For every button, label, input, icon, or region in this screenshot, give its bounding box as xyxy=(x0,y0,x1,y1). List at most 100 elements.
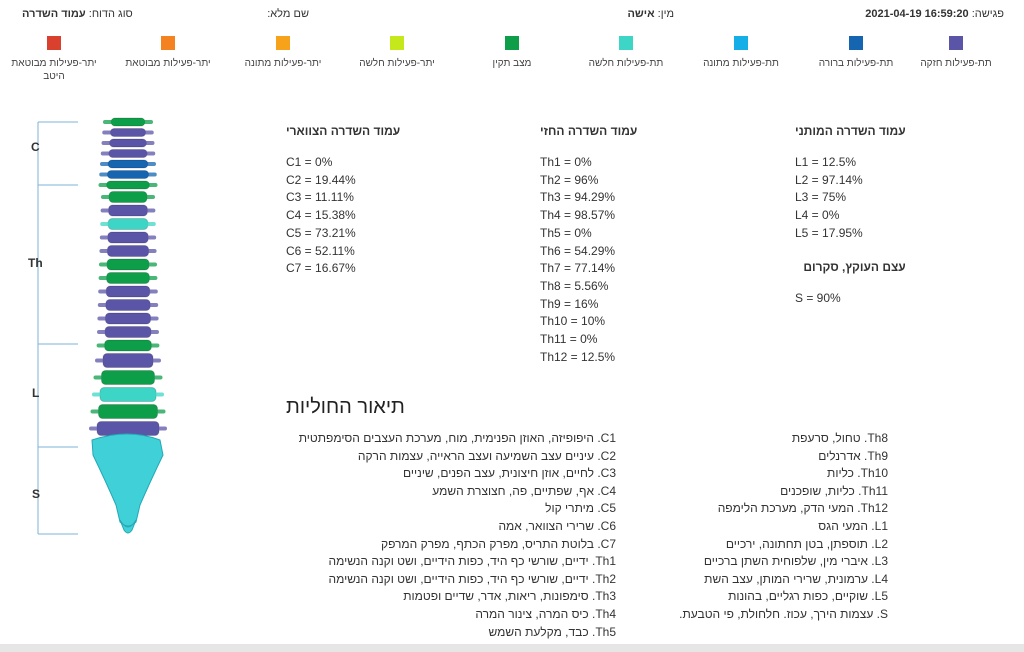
vertebra-process xyxy=(97,330,159,334)
value-th9: Th9 = 16% xyxy=(540,296,599,311)
cervical-title: עמוד השדרה הצווארי xyxy=(286,124,401,138)
description-item: Th3. סימפונות, ריאות, אדר, שדיים ופטמות xyxy=(403,589,616,604)
vertebra-process xyxy=(102,130,154,135)
name-label: שם מלא: xyxy=(267,8,309,20)
region-label-th: Th xyxy=(28,256,43,270)
legend-swatch xyxy=(47,36,61,50)
legend-label: תת-פעילות חזקה xyxy=(920,58,992,69)
value-th4: Th4 = 98.57% xyxy=(540,208,616,223)
vertebra-process xyxy=(90,409,166,414)
description-item: C2. עיניים עצב השמיעה ועצב הראייה, עצמות… xyxy=(357,448,616,463)
vertebra-process xyxy=(101,141,155,145)
legend-item-weak-hyper: יתר-פעילות חלשה xyxy=(347,36,447,70)
description-item: Th12. המעי הדק, מערכת הלימפה xyxy=(717,501,888,516)
session-value: 2021-04-19 16:59:20 xyxy=(865,8,969,20)
value-l4: L4 = 0% xyxy=(795,208,840,223)
legend-swatch xyxy=(849,36,863,50)
legend-item-pronounced-hyper: יתר-פעילות מבוטאת xyxy=(118,36,218,70)
legend-label: תת-פעילות מתונה xyxy=(703,58,779,69)
vertebra-process xyxy=(97,316,159,321)
lumbar-values: L1 = 12.5% L2 = 97.14% L3 = 75% L4 = 0% … xyxy=(795,154,906,243)
description-item: L4. ערמונית, שרירי המותן, עצב השת xyxy=(704,571,888,586)
thoracic-column: עמוד השדרה החזי Th1 = 0% Th2 = 96% Th3 =… xyxy=(540,124,637,366)
legend-label: מצב תקין xyxy=(492,58,532,69)
spine-diagram: C Th L S xyxy=(0,110,200,540)
gender-value: אישה xyxy=(627,8,655,20)
thoracic-title: עמוד השדרה החזי xyxy=(540,124,638,138)
vertebra-process xyxy=(99,172,157,177)
value-th1: Th1 = 0% xyxy=(540,155,592,169)
coccyx-bone xyxy=(119,519,137,534)
cervical-column: עמוד השדרה הצווארי C1 = 0% C2 = 19.44% C… xyxy=(286,124,400,278)
view-info: סוג הדוח: עמוד השדרה xyxy=(22,8,133,20)
legend-item-clear-hypo: תת-פעילות ברורה xyxy=(806,36,906,70)
vertebra-process xyxy=(97,303,159,307)
vertebra-process xyxy=(92,392,164,397)
description-item: C3. לחיים, אוזן חיצונית, עצב הפנים, שיני… xyxy=(403,466,616,481)
vertebra-process xyxy=(100,162,156,166)
bottom-scroll-edge xyxy=(0,644,1024,652)
session-label: פגישה: xyxy=(971,8,1004,20)
legend-item-moderate-hyper: יתר-פעילות מתונה xyxy=(233,36,333,70)
value-th12: Th12 = 12.5% xyxy=(540,349,616,364)
description-item: L2. תוספתן, בטן תחתונה, ירכיים xyxy=(725,536,888,551)
value-c5: C5 = 73.21% xyxy=(286,225,356,240)
vertebra-process xyxy=(98,289,158,294)
legend-swatch xyxy=(390,36,404,50)
vertebra-process xyxy=(103,120,153,124)
description-item: S. עצמות הירך, עכוז. חלחולת, פי הטבעת. xyxy=(679,606,888,621)
value-s: S = 90% xyxy=(795,290,841,305)
description-item: C1. היפופיזה, האוזן הפנימית, מוח, מערכת … xyxy=(298,431,616,445)
color-legend: תת-פעילות חזקה תת-פעילות ברורה תת-פעילות… xyxy=(0,36,1024,96)
vertebra-process xyxy=(99,262,157,267)
description-item: Th1. ידיים, שורשי כף היד, כפות הידיים, ו… xyxy=(328,554,616,569)
region-label-s: S xyxy=(32,487,41,501)
value-c6: C6 = 52.11% xyxy=(286,243,355,258)
lumbar-column: עמוד השדרה המותני L1 = 12.5% L2 = 97.14%… xyxy=(795,124,906,307)
description-item: Th8. טחול, סרעפת xyxy=(791,431,888,445)
description-item: L1. המעי הגס xyxy=(818,518,888,533)
description-item: Th4. כיס המרה, צינור המרה xyxy=(475,606,616,621)
description-item: C5. מיתרי קול xyxy=(545,501,616,516)
description-item: Th9. אדרנלים xyxy=(818,448,888,463)
gender-info: מין: אישה xyxy=(627,8,674,20)
value-th8: Th8 = 5.56% xyxy=(540,278,609,293)
value-c4: C4 = 15.38% xyxy=(286,208,356,223)
legend-item-normal: מצב תקין xyxy=(462,36,562,70)
description-item: Th2. ידיים, שורשי כף היד, כפות הידיים, ו… xyxy=(328,571,616,586)
spine-illustration xyxy=(37,117,167,535)
legend-item-very-pronounced-hyper: יתר-פעילות מבוטאת היטב xyxy=(4,36,104,83)
vertebra-process xyxy=(100,151,156,156)
description-list-left: C1. היפופיזה, האוזן הפנימית, מוח, מערכת … xyxy=(296,430,616,641)
description-item: Th5. כבד, מקלעת השמש xyxy=(488,624,616,639)
vertebra-process xyxy=(100,222,156,226)
legend-swatch xyxy=(619,36,633,50)
legend-swatch xyxy=(734,36,748,50)
value-l1: L1 = 12.5% xyxy=(795,155,857,169)
value-l2: L2 = 97.14% xyxy=(795,172,863,187)
description-title: תיאור החוליות xyxy=(286,396,405,418)
value-l5: L5 = 17.95% xyxy=(795,225,863,240)
view-label: סוג הדוח: xyxy=(88,8,133,20)
legend-item-moderate-hypo: תת-פעילות מתונה xyxy=(691,36,791,70)
value-th10: Th10 = 10% xyxy=(540,314,606,329)
value-c2: C2 = 19.44% xyxy=(286,172,356,187)
value-c1: C1 = 0% xyxy=(286,155,333,169)
value-th6: Th6 = 54.29% xyxy=(540,243,616,258)
gender-label: מין: xyxy=(657,8,674,20)
session-info: פגישה: 2021-04-19 16:59:20 xyxy=(865,8,1004,20)
sacrum-bone xyxy=(91,433,164,527)
legend-label: יתר-פעילות מבוטאת היטב xyxy=(11,58,97,82)
description-item: L5. שוקיים, כפות רגליים, בהונות xyxy=(728,589,888,604)
vertebra-process xyxy=(101,195,155,199)
value-th11: Th11 = 0% xyxy=(540,332,598,347)
vertebrae-stack xyxy=(89,117,167,436)
value-l3: L3 = 75% xyxy=(795,190,847,205)
vertebra-process xyxy=(99,235,157,240)
vertebra-process xyxy=(95,358,161,363)
value-c7: C7 = 16.67% xyxy=(286,261,356,276)
vertebra-process xyxy=(93,375,163,380)
vertebra-process xyxy=(99,249,157,253)
legend-swatch xyxy=(505,36,519,50)
lumbar-title: עמוד השדרה המותני xyxy=(795,124,906,138)
